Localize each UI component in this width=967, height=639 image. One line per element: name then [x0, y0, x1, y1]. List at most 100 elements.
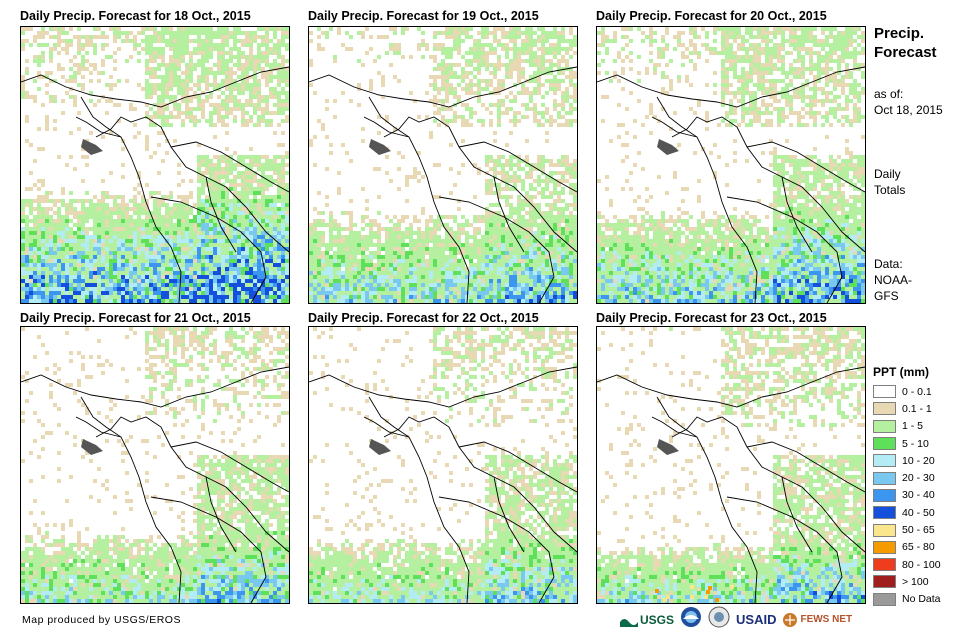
precip-cell	[217, 163, 221, 167]
precip-cell	[533, 55, 537, 59]
precip-cell	[69, 219, 73, 223]
precip-cell	[205, 287, 209, 291]
precip-cell	[413, 271, 417, 275]
precip-cell	[493, 51, 497, 55]
precip-cell	[313, 239, 317, 243]
precip-cell	[425, 283, 429, 287]
precip-cell	[261, 219, 265, 223]
precip-cell	[161, 35, 165, 39]
precip-cell	[161, 79, 165, 83]
precip-cell	[225, 263, 229, 267]
precip-cell	[89, 199, 93, 203]
precip-cell	[177, 243, 181, 247]
precip-cell	[545, 107, 549, 111]
precip-cell	[453, 27, 457, 31]
precip-cell	[253, 259, 257, 263]
precip-cell	[497, 27, 501, 31]
precip-cell	[257, 239, 261, 243]
precip-cell	[165, 291, 169, 295]
precip-cell	[389, 251, 393, 255]
precip-cell	[517, 215, 521, 219]
precip-cell	[537, 203, 541, 207]
precip-cell	[533, 195, 537, 199]
precip-cell	[153, 115, 157, 119]
precip-cell	[69, 79, 73, 83]
precip-cell	[61, 287, 65, 291]
precip-cell	[369, 271, 373, 275]
precip-cell	[53, 291, 57, 295]
precip-cell	[229, 287, 233, 291]
precip-cell	[121, 255, 125, 259]
precip-cell	[181, 59, 185, 63]
precip-cell	[177, 39, 181, 43]
precip-cell	[89, 299, 93, 303]
precip-cell	[61, 75, 65, 79]
precip-cell	[229, 107, 233, 111]
precip-cell	[201, 55, 205, 59]
precip-cell	[221, 259, 225, 263]
precip-cell	[161, 239, 165, 243]
precip-cell	[497, 259, 501, 263]
precip-cell	[273, 251, 277, 255]
precip-cell	[457, 207, 461, 211]
precip-cell	[217, 215, 221, 219]
precip-cell	[257, 291, 261, 295]
precip-cell	[125, 275, 129, 279]
precip-cell	[269, 275, 273, 279]
precip-cell	[125, 207, 129, 211]
precip-cell	[249, 99, 253, 103]
precip-cell	[265, 255, 269, 259]
precip-cell	[341, 227, 345, 231]
precip-cell	[77, 255, 81, 259]
precip-cell	[189, 71, 193, 75]
precip-cell	[69, 287, 73, 291]
precip-cell	[205, 271, 209, 275]
precip-cell	[69, 67, 73, 71]
precip-cell	[421, 283, 425, 287]
precip-cell	[497, 103, 501, 107]
precip-cell	[217, 107, 221, 111]
precip-cell	[209, 167, 213, 171]
precip-cell	[225, 95, 229, 99]
precip-cell	[277, 235, 281, 239]
precip-cell	[457, 99, 461, 103]
precip-cell	[101, 191, 105, 195]
precip-cell	[321, 275, 325, 279]
precip-cell	[545, 271, 549, 275]
precip-cell	[569, 75, 573, 79]
precip-cell	[257, 251, 261, 255]
precip-cell	[273, 171, 277, 175]
precip-cell	[125, 235, 129, 239]
precip-cell	[321, 239, 325, 243]
precip-cell	[181, 211, 185, 215]
precip-cell	[169, 271, 173, 275]
precip-cell	[105, 283, 109, 287]
precip-cell	[309, 39, 313, 43]
precip-cell	[409, 55, 413, 59]
precip-cell	[209, 275, 213, 279]
precip-cell	[213, 287, 217, 291]
precip-cell	[217, 159, 221, 163]
precip-cell	[21, 255, 25, 259]
precip-cell	[517, 27, 521, 31]
precip-cell	[225, 43, 229, 47]
precip-cell	[117, 47, 121, 51]
precip-cell	[509, 259, 513, 263]
precip-cell	[253, 171, 257, 175]
precip-cell	[177, 287, 181, 291]
precip-cell	[273, 179, 277, 183]
precip-cell	[221, 211, 225, 215]
precip-cell	[501, 79, 505, 83]
precip-cell	[89, 91, 93, 95]
precip-cell	[249, 295, 253, 299]
precip-cell	[249, 187, 253, 191]
precip-cell	[513, 263, 517, 267]
precip-cell	[509, 119, 513, 123]
precip-cell	[525, 255, 529, 259]
precip-cell	[357, 235, 361, 239]
precip-cell	[341, 251, 345, 255]
precip-cell	[73, 35, 77, 39]
precip-cell	[33, 251, 37, 255]
precip-cell	[253, 283, 257, 287]
precip-cell	[181, 259, 185, 263]
